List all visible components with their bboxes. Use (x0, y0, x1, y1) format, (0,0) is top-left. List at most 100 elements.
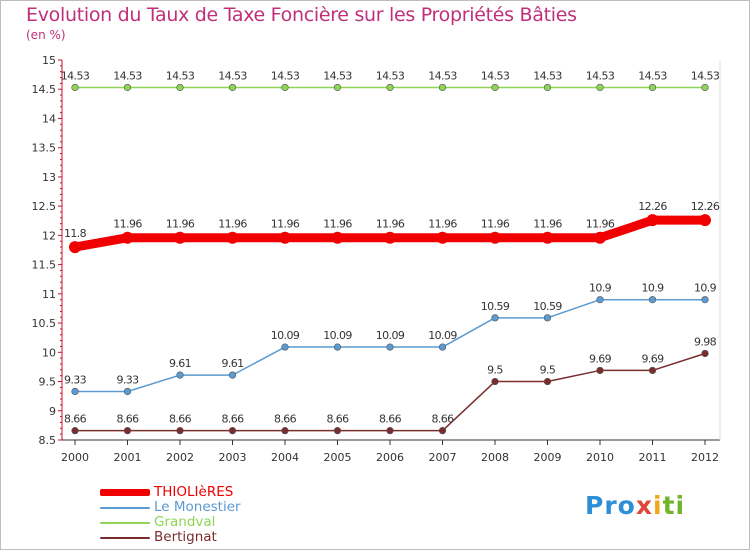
x-tick-label: 2005 (324, 451, 352, 464)
data-point (71, 387, 79, 396)
data-label: 8.66 (326, 413, 349, 426)
data-label: 8.66 (431, 413, 454, 426)
data-label: 14.53 (113, 69, 142, 82)
data-point (279, 231, 291, 244)
data-point (384, 231, 396, 244)
data-point (174, 231, 186, 244)
data-point (333, 343, 342, 351)
data-label: 11.96 (586, 218, 615, 231)
chart-unit-label: (en %) (26, 28, 66, 42)
data-point (648, 296, 657, 304)
data-point (281, 83, 289, 92)
data-label: 14.53 (271, 69, 300, 82)
logo-letter: o (617, 491, 636, 520)
x-tick-label: 2002 (166, 451, 194, 464)
y-tick-label: 9 (49, 405, 56, 418)
data-point (436, 231, 449, 244)
data-label: 11.96 (113, 218, 142, 231)
logo-letter: i (653, 491, 663, 520)
data-label: 11.96 (271, 218, 300, 231)
data-label: 11.96 (428, 218, 457, 231)
data-label: 10.09 (376, 329, 405, 342)
data-label: 9.98 (694, 335, 717, 348)
data-label: 11.8 (64, 227, 87, 240)
data-point (228, 83, 237, 92)
data-point (386, 83, 394, 92)
data-point (543, 377, 552, 386)
data-point (123, 83, 132, 92)
data-point (333, 427, 342, 435)
x-tick-label: 2003 (219, 451, 247, 464)
data-point (648, 366, 657, 375)
data-labels: 9.33 9.33 9.61 9.61 10.09 10.09 10.09 10.09 10.5… (61, 69, 721, 426)
data-label: 12.26 (638, 200, 667, 213)
y-tick-label: 15 (42, 54, 56, 67)
data-point (333, 83, 342, 92)
data-label: 14.53 (61, 69, 90, 82)
data-label: 9.5 (540, 364, 556, 377)
y-tick-label: 11.5 (32, 259, 57, 272)
data-point (176, 371, 184, 379)
logo-letter: r (604, 491, 618, 520)
x-tick-label: 2000 (61, 451, 89, 464)
data-label: 9.5 (487, 364, 503, 377)
data-label: 10.09 (271, 329, 300, 342)
data-label: 14.53 (481, 69, 510, 82)
y-tick-label: 8.5 (39, 434, 57, 447)
y-tick-label: 14 (42, 112, 56, 125)
data-point (701, 83, 709, 92)
legend-swatch (100, 522, 150, 524)
data-point (176, 83, 184, 92)
data-point (541, 231, 554, 244)
y-tick-label: 14.5 (32, 83, 57, 96)
data-label: 10.09 (323, 329, 352, 342)
data-label: 12.26 (691, 200, 720, 213)
data-point (123, 387, 132, 396)
y-tick-label: 11 (42, 288, 56, 301)
proxiti-logo: Proxiti (585, 491, 685, 520)
data-label: 9.33 (116, 373, 139, 386)
data-point (543, 314, 552, 322)
data-point (491, 377, 499, 386)
x-tick-label: 2007 (429, 451, 457, 464)
data-label: 10.9 (641, 282, 664, 295)
data-label: 10.59 (533, 300, 562, 313)
data-point (701, 296, 709, 304)
data-point (438, 343, 447, 351)
data-label: 10.09 (428, 329, 457, 342)
y-tick-label: 13.5 (32, 142, 57, 155)
data-label: 9.69 (589, 352, 612, 365)
data-label: 14.53 (638, 69, 667, 82)
data-point (123, 427, 132, 435)
legend-label: Bertignat (154, 529, 217, 545)
data-label: 10.9 (589, 282, 612, 295)
data-label: 8.66 (274, 413, 297, 426)
x-tick-label: 2004 (271, 451, 299, 464)
data-point (228, 427, 237, 435)
x-tick-label: 2010 (586, 451, 614, 464)
data-point (69, 241, 81, 254)
data-point (543, 83, 552, 92)
chart-title: Evolution du Taux de Taxe Foncière sur l… (26, 4, 577, 26)
series-points (69, 83, 711, 435)
data-label: 9.33 (64, 373, 87, 386)
x-tick-label: 2009 (534, 451, 562, 464)
data-label: 10.9 (694, 282, 717, 295)
y-tick-label: 10 (42, 346, 56, 359)
data-label: 9.69 (641, 352, 664, 365)
data-label: 14.53 (533, 69, 562, 82)
data-label: 11.96 (166, 218, 195, 231)
data-label: 14.53 (691, 69, 720, 82)
data-label: 9.61 (221, 357, 243, 370)
data-point (699, 214, 711, 227)
data-point (648, 83, 657, 92)
data-label: 11.96 (323, 218, 352, 231)
x-tick-label: 2001 (114, 451, 142, 464)
legend-swatch (100, 489, 150, 496)
data-label: 8.66 (169, 413, 192, 426)
logo-letter: P (585, 491, 605, 520)
logo-letter: t (662, 491, 676, 520)
logo-letter: i (675, 491, 686, 520)
data-point (281, 427, 289, 435)
